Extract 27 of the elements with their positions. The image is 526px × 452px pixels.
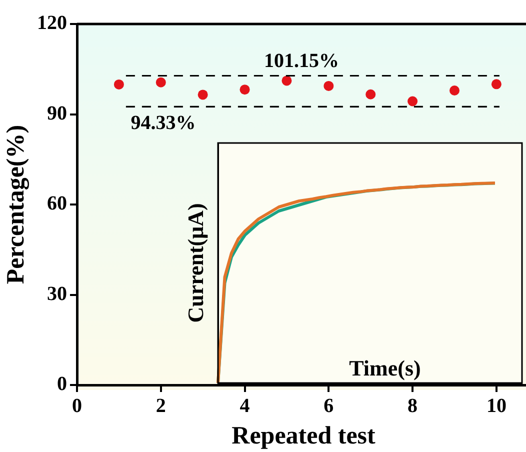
point — [282, 76, 292, 86]
x-axis-title: Time(s) — [349, 356, 421, 381]
point — [114, 79, 124, 90]
x-tick-label: 4 — [240, 395, 250, 418]
y-tick-label: 60 — [47, 192, 67, 215]
point — [408, 96, 418, 106]
x-tick-label: 2 — [156, 395, 166, 418]
point — [156, 77, 166, 88]
point — [324, 80, 334, 91]
point — [491, 79, 502, 90]
y-tick-label: 30 — [47, 282, 67, 305]
y-axis-title: Current(μA) — [182, 203, 208, 323]
point — [450, 85, 460, 96]
y-tick-label: 0 — [57, 373, 67, 396]
annotation: 101.15% — [264, 50, 339, 72]
x-tick-label: 10 — [486, 395, 506, 418]
x-tick-label: 8 — [408, 395, 418, 418]
x-axis-title: Repeated test — [232, 422, 376, 450]
y-tick-label: 90 — [47, 102, 67, 124]
point — [240, 84, 250, 95]
x-tick-label: 0 — [72, 395, 82, 418]
annotation: 94.33% — [130, 112, 196, 134]
point — [198, 90, 208, 100]
y-tick-label: 120 — [37, 12, 67, 34]
point — [366, 89, 376, 100]
y-axis-title: Percentage(%) — [2, 124, 30, 284]
x-tick-label: 6 — [324, 395, 334, 418]
